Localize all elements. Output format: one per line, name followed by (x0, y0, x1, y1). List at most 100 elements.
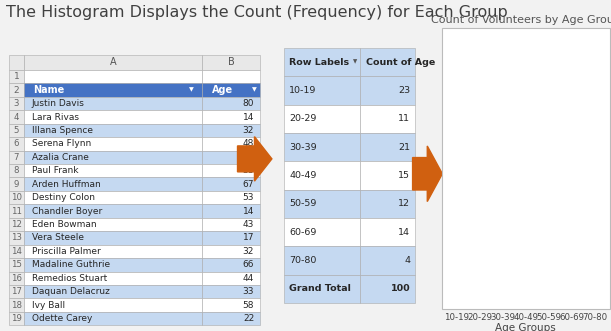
Text: 7: 7 (14, 153, 20, 162)
Bar (24, 218, 202, 231)
Text: 16: 16 (11, 274, 22, 283)
Text: 18: 18 (11, 301, 22, 309)
Text: Age: Age (212, 85, 233, 95)
Bar (24, 110, 202, 124)
Text: 40-49: 40-49 (290, 171, 316, 180)
Text: 21: 21 (398, 143, 410, 152)
Text: Paul Frank: Paul Frank (32, 166, 78, 175)
Bar (24, 83, 202, 97)
Text: Priscilla Palmer: Priscilla Palmer (32, 247, 100, 256)
Bar (284, 76, 360, 105)
Bar (24, 97, 202, 110)
Bar (202, 177, 260, 191)
Bar (24, 70, 202, 83)
Text: 60-69: 60-69 (290, 228, 316, 237)
Bar (9, 137, 24, 151)
Bar (24, 177, 202, 191)
Bar (24, 124, 202, 137)
Bar (9, 164, 24, 177)
Text: 38: 38 (243, 166, 254, 175)
Bar (24, 55, 202, 70)
Bar (24, 258, 202, 271)
Text: 5: 5 (14, 126, 20, 135)
Text: Row Labels: Row Labels (290, 58, 349, 67)
Text: 17: 17 (243, 233, 254, 242)
Text: ▼: ▼ (252, 88, 257, 93)
Bar (9, 231, 24, 245)
Text: Grand Total: Grand Total (290, 284, 351, 293)
Bar (9, 271, 24, 285)
Text: 22: 22 (243, 314, 254, 323)
Bar (9, 299, 24, 312)
Bar (9, 177, 24, 191)
Bar (360, 105, 415, 133)
Bar (24, 191, 202, 204)
Bar (9, 97, 24, 110)
Text: Destiny Colon: Destiny Colon (32, 193, 95, 202)
Bar (9, 70, 24, 83)
Text: 80: 80 (243, 99, 254, 108)
Text: Vera Steele: Vera Steele (32, 233, 84, 242)
Text: B: B (228, 57, 235, 68)
Bar (24, 204, 202, 218)
Text: 12: 12 (543, 170, 555, 180)
Bar (202, 258, 260, 271)
Bar (360, 48, 415, 76)
Text: Eden Bowman: Eden Bowman (32, 220, 96, 229)
Text: 50-59: 50-59 (290, 199, 316, 208)
Bar (202, 124, 260, 137)
Text: Lara Rivas: Lara Rivas (32, 113, 79, 121)
Text: 23: 23 (450, 57, 463, 67)
Bar (360, 161, 415, 190)
Text: 2: 2 (13, 86, 20, 95)
Text: Illana Spence: Illana Spence (32, 126, 93, 135)
Text: 4: 4 (592, 253, 598, 262)
Bar (470, 195, 489, 308)
Text: 14: 14 (243, 113, 254, 121)
Text: Ivy Ball: Ivy Ball (32, 301, 65, 309)
Text: Count of Age: Count of Age (365, 58, 435, 67)
Text: Arden Huffman: Arden Huffman (32, 180, 100, 189)
Text: 14: 14 (566, 150, 578, 160)
Bar (360, 133, 415, 161)
Text: 11: 11 (474, 180, 486, 190)
Text: 67: 67 (243, 180, 254, 189)
Bar (202, 110, 260, 124)
Bar (284, 105, 360, 133)
Bar (516, 153, 535, 308)
Bar (202, 97, 260, 110)
Text: Serena Flynn: Serena Flynn (32, 139, 91, 148)
Text: Remedios Stuart: Remedios Stuart (32, 274, 107, 283)
Bar (9, 110, 24, 124)
Text: ▼: ▼ (353, 60, 357, 65)
Bar (202, 285, 260, 299)
Bar (202, 271, 260, 285)
Bar (24, 271, 202, 285)
Bar (360, 218, 415, 246)
Bar (202, 137, 260, 151)
Text: 32: 32 (243, 126, 254, 135)
Text: 10-19: 10-19 (290, 86, 316, 95)
Bar (9, 191, 24, 204)
Text: Madaline Guthrie: Madaline Guthrie (32, 260, 110, 269)
Text: 33: 33 (243, 287, 254, 296)
Bar (24, 285, 202, 299)
Bar (360, 246, 415, 274)
Text: The Histogram Displays the Count (Frequency) for Each Group: The Histogram Displays the Count (Freque… (6, 5, 508, 20)
Bar (284, 133, 360, 161)
Text: 11: 11 (398, 114, 410, 123)
Text: 8: 8 (14, 166, 20, 175)
Bar (9, 218, 24, 231)
Bar (540, 184, 558, 308)
Text: 66: 66 (243, 260, 254, 269)
Text: 19: 19 (11, 314, 22, 323)
Text: 10: 10 (11, 193, 22, 202)
Text: 44: 44 (243, 274, 254, 283)
Bar (284, 218, 360, 246)
Text: Justin Davis: Justin Davis (32, 99, 84, 108)
Text: 43: 43 (243, 220, 254, 229)
Bar (202, 218, 260, 231)
Text: 32: 32 (243, 247, 254, 256)
Bar (284, 274, 360, 303)
Bar (24, 151, 202, 164)
